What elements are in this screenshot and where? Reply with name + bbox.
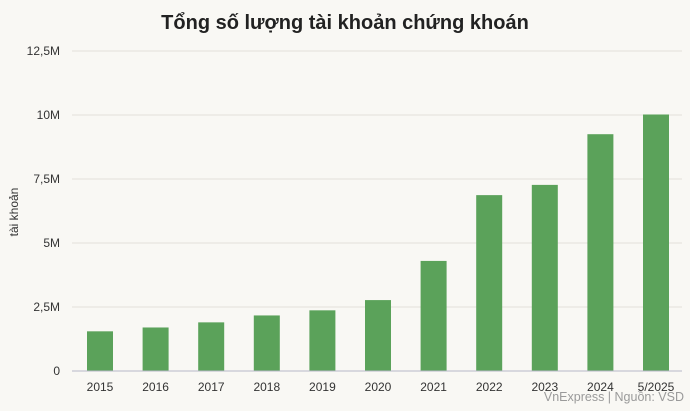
- x-tick-label: 2024: [587, 380, 614, 394]
- bar: [587, 134, 614, 371]
- x-tick-label: 2019: [309, 380, 336, 394]
- bar: [198, 322, 225, 371]
- chart-title: Tổng số lượng tài khoản chứng khoán: [161, 12, 529, 34]
- bar: [87, 331, 113, 371]
- bar: [142, 327, 169, 371]
- bar: [420, 260, 447, 371]
- x-tick-label: 2018: [253, 380, 280, 394]
- bar: [365, 300, 391, 371]
- x-tick-label: 2017: [198, 380, 225, 394]
- y-axis-ticks: 0 2,5M 5M 7,5M 10M 12,5M: [27, 44, 61, 378]
- gridlines: [72, 50, 682, 308]
- y-tick-label: 12,5M: [27, 44, 60, 58]
- y-tick-label: 7,5M: [33, 172, 60, 186]
- x-tick-label: 2016: [142, 380, 169, 394]
- bars: [87, 114, 669, 371]
- y-tick-label: 2,5M: [33, 300, 60, 314]
- bar: [253, 315, 280, 371]
- x-tick-label: 2020: [365, 380, 392, 394]
- x-tick-label: 2023: [531, 380, 558, 394]
- bar: [476, 195, 503, 371]
- bar: [309, 310, 336, 371]
- x-axis-ticks: 2015 2016 2017 2018 2019 2020 2021 2022 2023 2024…: [87, 380, 675, 394]
- bar: [531, 184, 558, 371]
- bar: [643, 114, 669, 371]
- y-axis-label: tài khoản: [7, 188, 21, 237]
- y-tick-label: 5M: [43, 236, 60, 250]
- x-tick-label: 2022: [476, 380, 503, 394]
- y-tick-label: 10M: [37, 108, 60, 122]
- source-note: VnExpress | Nguồn: VSD: [544, 390, 684, 404]
- y-tick-label: 0: [53, 364, 60, 378]
- x-tick-label: 5/2025: [638, 380, 675, 394]
- x-tick-label: 2021: [420, 380, 447, 394]
- x-tick-label: 2015: [87, 380, 114, 394]
